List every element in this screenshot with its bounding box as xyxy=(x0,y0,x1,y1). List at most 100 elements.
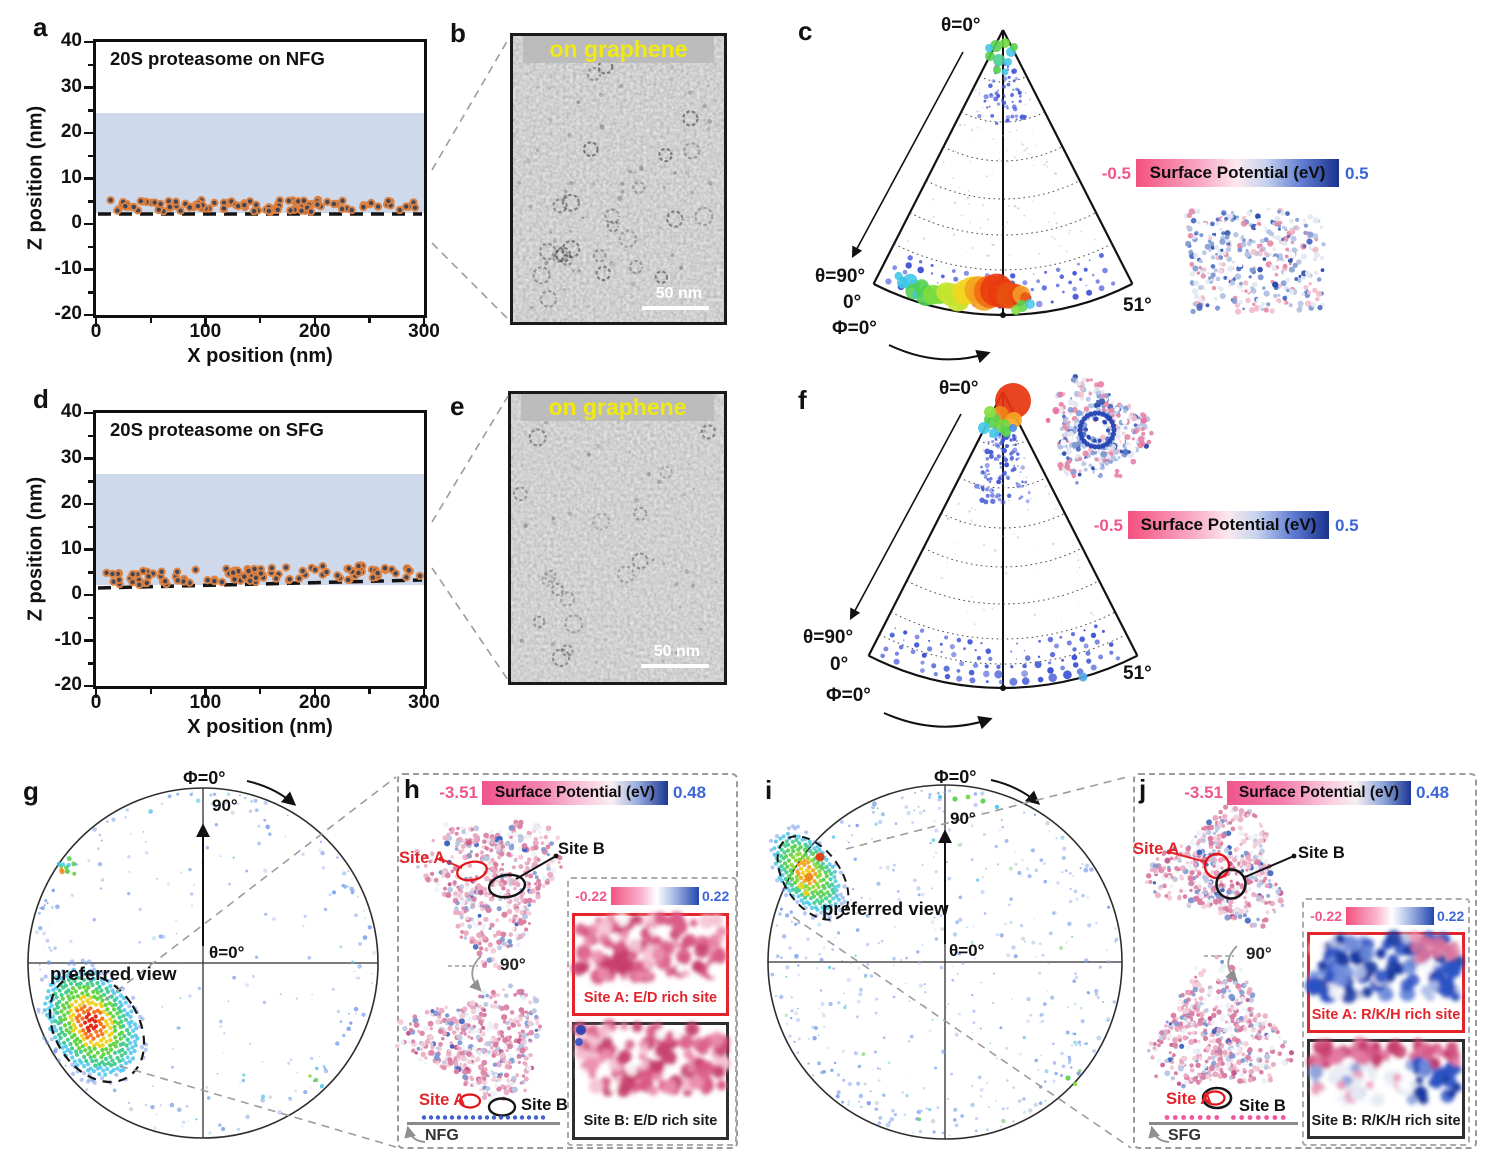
tick xyxy=(84,457,93,460)
panel-j-site-a-caption: Site A: R/K/H rich site xyxy=(1310,1000,1462,1030)
panel-e-overlay-banner: on graphene xyxy=(521,394,714,421)
panel-f-phimax-label: 51° xyxy=(1123,663,1152,684)
panel-c-theta0-label: θ=0° xyxy=(941,15,981,36)
panel-c-colorbar-max: 0.5 xyxy=(1345,164,1369,183)
panel-f-fan xyxy=(867,383,1139,691)
tick xyxy=(88,109,93,112)
tick-label: -10 xyxy=(54,257,82,279)
panel-b-scalebar-label: 50 nm xyxy=(655,285,702,303)
panel-f-phi0-label: Φ=0° xyxy=(826,685,871,706)
panel-i-polar xyxy=(767,779,1123,1140)
tick xyxy=(258,689,262,694)
tick xyxy=(88,525,93,529)
panel-e-letter: e xyxy=(450,391,465,421)
panel-g-letter: g xyxy=(23,776,39,806)
panel-j-site-a-label-top: Site A xyxy=(1133,840,1180,858)
panel-j-site-a-label-bottom: Site A xyxy=(1166,1090,1213,1108)
tick xyxy=(258,318,262,323)
panel-a-height-band xyxy=(96,113,424,213)
tick xyxy=(94,689,98,698)
panel-e-em-texture xyxy=(511,394,724,682)
panel-b-overlay-label: on graphene xyxy=(549,36,688,62)
panel-j-letter: j xyxy=(1139,774,1147,804)
tick xyxy=(88,662,93,665)
tick xyxy=(88,63,93,67)
tick xyxy=(84,502,93,506)
panel-h-site-a-caption: Site A: E/D rich site xyxy=(575,983,726,1013)
panel-h-site-a-label-top: Site A xyxy=(399,849,446,867)
panel-a-particles xyxy=(106,195,420,216)
panel-h-colorbar: Surface Potential (eV) xyxy=(482,781,668,805)
panel-j-annotations xyxy=(1148,849,1298,1143)
panel-j-inset-colorbar-min: -0.22 xyxy=(1310,908,1342,924)
panel-c-colorbar-label: Surface Potential (eV) xyxy=(1149,163,1326,182)
tick-label: -20 xyxy=(54,303,82,324)
panel-d-plot: 20S proteasome on SFG xyxy=(93,410,427,689)
panel-a-plot: 20S proteasome on NFG xyxy=(93,39,427,318)
panel-f-protein-top-view xyxy=(1054,374,1154,485)
panel-j-site-b-closeup xyxy=(1306,1036,1462,1108)
tick xyxy=(368,318,371,323)
panel-c-letter: c xyxy=(798,16,813,46)
panel-g-ninety-label: 90° xyxy=(212,796,238,815)
panel-e-em-image: on graphene 50 nm xyxy=(508,391,727,685)
tick xyxy=(84,40,93,44)
panel-c-phi0-label: Φ=0° xyxy=(832,318,877,339)
panel-g-theta0-label: θ=0° xyxy=(209,943,245,962)
panel-h-site-a-closeup xyxy=(571,911,727,985)
panel-e-scalebar-label: 50 nm xyxy=(653,643,700,661)
panel-h-colorbar-label: Surface Potential (eV) xyxy=(494,784,656,801)
tick-label: 200 xyxy=(298,321,331,342)
panel-h-inset-colorbar-min: -0.22 xyxy=(575,888,607,904)
panel-c-phimax-label: 51° xyxy=(1123,295,1152,316)
tick-label: 40 xyxy=(60,401,82,422)
panel-h-site-b-label-top: Site B xyxy=(558,840,605,858)
panel-h-protein-bottom xyxy=(394,983,543,1101)
panel-b-em-image: on graphene 50 nm xyxy=(510,33,727,325)
tick-label: 0 xyxy=(71,212,82,233)
panel-j-protein-top xyxy=(1144,804,1285,929)
panel-c-colorbar-min: -0.5 xyxy=(1101,164,1131,183)
panel-f-colorbar-max: 0.5 xyxy=(1335,516,1359,535)
panel-f-theta90-label: θ=90° xyxy=(803,627,854,648)
panel-h-inset-colorbar xyxy=(611,887,699,905)
panel-b-scalebar xyxy=(641,306,710,310)
tick-label: 300 xyxy=(408,692,440,713)
panel-j-inset-colorbar xyxy=(1346,907,1434,925)
panel-j-rotation-label: 90° xyxy=(1246,944,1272,963)
panel-h-box xyxy=(397,773,738,1149)
tick-label: 300 xyxy=(408,321,440,342)
graphene-baselines xyxy=(97,212,423,590)
panel-j-colorbar-max: 0.48 xyxy=(1416,783,1450,802)
panel-h-inset-colorbar-max: 0.22 xyxy=(702,888,730,904)
panel-b-em-texture xyxy=(513,36,724,322)
panel-d-letter: d xyxy=(33,384,49,414)
panel-h-annotations xyxy=(404,853,560,1143)
tick xyxy=(204,689,207,698)
tick-label: 30 xyxy=(60,446,82,468)
tick-label: 10 xyxy=(60,166,82,188)
panel-f-colorbar-label: Surface Potential (eV) xyxy=(1140,515,1317,534)
panel-i-preferred-view-label: preferred view xyxy=(822,898,949,919)
tick xyxy=(84,313,93,317)
panel-f-colorbar: Surface Potential (eV) xyxy=(1128,511,1329,539)
tick xyxy=(88,291,93,294)
panel-j-site-b-label-bottom: Site B xyxy=(1239,1097,1286,1115)
panel-g-phi0-label: Φ=0° xyxy=(183,768,226,788)
panel-e-overlay-label: on graphene xyxy=(548,394,687,420)
panel-j-inset-box xyxy=(1302,898,1470,1146)
panel-f-colorbar-min: -0.5 xyxy=(1093,516,1123,535)
tick xyxy=(94,318,98,327)
tick xyxy=(84,548,93,551)
panel-h-site-b-closeup xyxy=(572,1019,731,1098)
panel-c-fan xyxy=(872,29,1134,318)
panel-j-colorbar-min: -3.51 xyxy=(1184,783,1223,802)
tick xyxy=(84,131,93,135)
panel-h-protein-top xyxy=(414,819,563,971)
panel-a-title: 20S proteasome on NFG xyxy=(110,48,325,69)
tick xyxy=(88,616,93,620)
panel-j-box xyxy=(1133,773,1477,1149)
tick xyxy=(313,318,316,327)
panel-a-xlabel: X position (nm) xyxy=(187,345,333,367)
tick xyxy=(422,318,426,327)
